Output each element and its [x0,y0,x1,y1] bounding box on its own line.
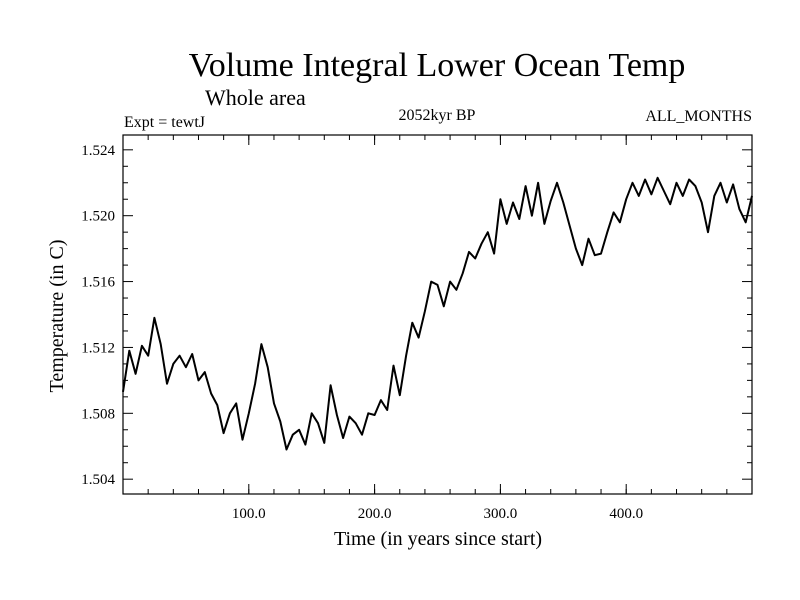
y-tick-label: 1.520 [81,209,115,225]
y-tick-label: 1.516 [81,275,115,291]
y-tick-label: 1.512 [81,340,115,356]
chart-subtitle: Whole area [205,85,306,110]
axes [122,134,753,495]
plot-frame [122,134,753,495]
x-tick-label: 100.0 [232,506,266,522]
x-tick-label: 400.0 [609,506,643,522]
chart-title: Volume Integral Lower Ocean Temp [189,47,686,84]
period-label: 2052kyr BP [399,107,476,124]
months-label: ALL_MONTHS [645,108,752,125]
series-line-tewtJ [122,176,753,451]
y-axis-label: Temperature (in C) [46,240,68,393]
ticks: 100.0 200.0 300.0 400.0 1.504 1.508 1.512 1.516… [81,135,752,522]
x-axis-label: Time (in years since start) [334,528,542,550]
x-tick-label: 200.0 [358,506,392,522]
series [122,176,753,451]
x-tick-label: 300.0 [484,506,518,522]
y-tick-label: 1.504 [81,472,115,488]
y-tick-label: 1.508 [81,406,115,422]
y-tick-label: 1.524 [81,143,115,159]
experiment-label: Expt = tewtJ [124,114,205,131]
